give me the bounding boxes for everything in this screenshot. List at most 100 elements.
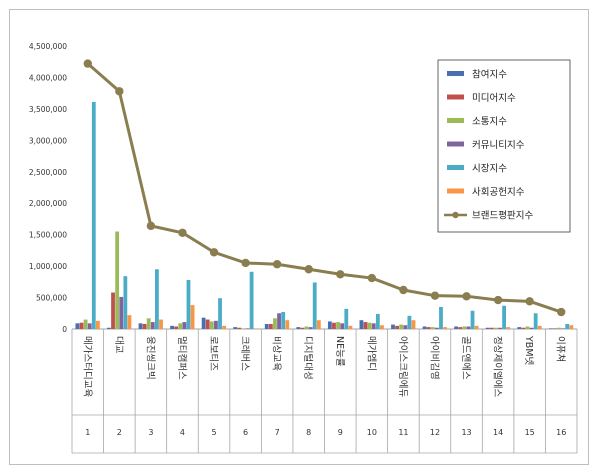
bar bbox=[336, 322, 340, 329]
bar bbox=[253, 328, 258, 329]
bar bbox=[525, 326, 530, 329]
legend-line-marker bbox=[452, 211, 459, 219]
bar bbox=[395, 325, 400, 329]
line-layer bbox=[83, 59, 566, 317]
bar bbox=[190, 305, 195, 329]
line-point bbox=[272, 260, 282, 269]
legend-label: 커뮤니티지수 bbox=[472, 140, 525, 151]
bar bbox=[466, 326, 471, 329]
bar bbox=[91, 101, 96, 330]
legend-swatch bbox=[447, 118, 464, 123]
axes-layer: 0 500,000 1,000,000 1,500,000 2,000,000 2,500… bbox=[29, 42, 578, 454]
line-point bbox=[209, 248, 219, 257]
rank-label: 15 bbox=[525, 428, 535, 437]
bar bbox=[380, 325, 384, 329]
bar bbox=[174, 326, 179, 329]
y-tick-label: 1,500,000 bbox=[29, 231, 67, 240]
category-label: NE능률 bbox=[334, 336, 345, 367]
rank-label: 8 bbox=[306, 428, 311, 437]
rank-label: 13 bbox=[461, 428, 471, 437]
bar bbox=[222, 325, 227, 329]
rank-label: 7 bbox=[275, 428, 280, 437]
rank-label: 12 bbox=[430, 428, 440, 437]
bar bbox=[285, 320, 290, 329]
bar bbox=[458, 327, 463, 329]
y-tick-label: 3,500,000 bbox=[29, 105, 67, 114]
rank-label: 14 bbox=[493, 428, 503, 437]
bar bbox=[142, 323, 147, 329]
line-point bbox=[115, 87, 124, 96]
bar bbox=[214, 320, 218, 329]
bar bbox=[332, 322, 336, 329]
bar bbox=[493, 327, 498, 329]
category-label: 정상제이엘에스 bbox=[492, 336, 503, 397]
bar bbox=[407, 315, 412, 329]
bar bbox=[327, 321, 332, 329]
bar bbox=[391, 324, 395, 329]
bar bbox=[312, 282, 317, 329]
bar bbox=[533, 313, 538, 329]
bar bbox=[367, 322, 372, 329]
bar bbox=[399, 324, 404, 329]
bar bbox=[233, 327, 238, 329]
y-tick-label: 1,000,000 bbox=[29, 262, 67, 271]
bar bbox=[553, 328, 557, 329]
bar bbox=[359, 320, 364, 329]
bar bbox=[155, 269, 159, 329]
bar bbox=[561, 328, 566, 329]
bar bbox=[245, 328, 250, 329]
bar bbox=[304, 326, 309, 329]
y-tick-label: 3,000,000 bbox=[29, 136, 67, 145]
line-point bbox=[430, 291, 440, 300]
bar bbox=[249, 271, 254, 329]
rank-label: 9 bbox=[338, 428, 343, 437]
bar bbox=[537, 325, 542, 329]
y-tick-label: 2,500,000 bbox=[29, 168, 67, 177]
y-tick-label: 500,000 bbox=[36, 294, 67, 303]
legend-swatch bbox=[447, 188, 464, 194]
bar bbox=[569, 325, 574, 329]
legend-label: 소통지수 bbox=[472, 117, 507, 128]
line-point bbox=[525, 297, 534, 306]
category-label: 아이비김영 bbox=[428, 336, 440, 380]
bar bbox=[237, 327, 242, 329]
chart-svg: 0 500,000 1,000,000 1,500,000 2,000,000 2,500… bbox=[29, 42, 578, 454]
bar bbox=[150, 322, 155, 329]
bar bbox=[411, 320, 416, 329]
bar bbox=[502, 305, 506, 329]
bar bbox=[264, 323, 269, 329]
bar bbox=[363, 322, 368, 329]
bar bbox=[430, 327, 435, 329]
category-label: 멀티캠퍼스 bbox=[176, 336, 188, 380]
bar bbox=[273, 318, 277, 329]
bar bbox=[375, 313, 380, 329]
bar bbox=[75, 323, 80, 329]
legend-label: 시장지수 bbox=[472, 164, 507, 175]
category-label: 골드앤에스 bbox=[460, 336, 471, 380]
bar bbox=[344, 308, 349, 329]
bar bbox=[565, 323, 570, 329]
bar bbox=[138, 323, 143, 329]
bar bbox=[146, 318, 151, 329]
bar bbox=[371, 323, 376, 329]
category-label: 웅진씽크빅 bbox=[144, 336, 155, 380]
bar bbox=[241, 328, 246, 329]
line-point bbox=[241, 258, 250, 268]
bar bbox=[300, 327, 305, 329]
category-label: 비상교육 bbox=[271, 336, 282, 371]
bar bbox=[123, 276, 128, 329]
bar bbox=[426, 327, 431, 329]
bars-layer bbox=[75, 101, 574, 330]
bar bbox=[454, 326, 459, 329]
bar bbox=[95, 320, 100, 329]
category-label: 로보티즈 bbox=[208, 336, 219, 371]
legend-swatch bbox=[447, 94, 464, 100]
bar bbox=[201, 317, 206, 329]
legend-label: 미디어지수 bbox=[472, 93, 516, 104]
line-point bbox=[83, 59, 92, 68]
category-label: 대교 bbox=[113, 336, 124, 354]
bar bbox=[439, 306, 443, 329]
bar bbox=[548, 328, 553, 329]
y-tick-label: 0 bbox=[62, 325, 67, 334]
